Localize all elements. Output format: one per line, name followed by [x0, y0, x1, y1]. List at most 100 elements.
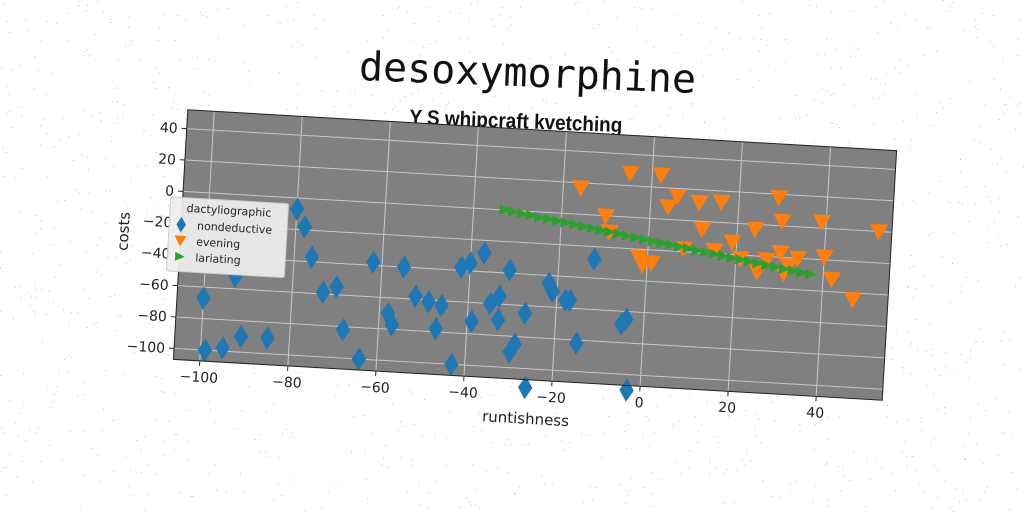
legend-label-nondeductive: nondeductive	[197, 220, 273, 237]
lariating-point	[569, 219, 581, 230]
y-grid-line	[175, 316, 885, 359]
nondeductive-point	[366, 250, 381, 274]
evening-point	[870, 223, 889, 241]
lariating-point	[621, 230, 633, 241]
nondeductive-point	[502, 258, 517, 282]
evening-point	[823, 271, 842, 289]
data-marks	[196, 165, 889, 402]
lariating-point	[604, 226, 616, 237]
lariating-point	[612, 228, 625, 239]
x-tick-label: −40	[448, 384, 478, 402]
lariating-point	[551, 215, 564, 226]
nondeductive-point	[335, 318, 351, 342]
legend-marker-lariating	[174, 251, 185, 261]
x-tick-label: −80	[272, 374, 302, 392]
lariating-point	[691, 244, 703, 256]
nondeductive-point	[315, 280, 331, 305]
axis-ticks: −100 −80 −60 −40 −20 0 20 40 40 20 0 −20 −40 −60 −80 −1…	[126, 120, 825, 422]
lariating-point	[708, 248, 721, 260]
nondeductive-point	[464, 309, 479, 334]
plot-group: −100 −80 −60 −40 −20 0 20 40 40 20 0 −20 −40 −60 −80 −1…	[114, 109, 898, 430]
legend-label-lariating: lariating	[195, 251, 241, 267]
nondeductive-point	[619, 307, 634, 332]
legend: dactyliographic nondeductiveeveninglaria…	[166, 196, 289, 278]
lariating-point	[726, 252, 738, 263]
x-tick-label: 20	[718, 400, 737, 417]
nondeductive-point	[260, 326, 275, 350]
evening-point	[770, 189, 789, 207]
y-tick-label: 40	[159, 120, 178, 137]
lariating-point	[778, 263, 791, 274]
nondeductive-point	[396, 255, 412, 279]
nondeductive-point	[477, 241, 492, 265]
nondeductive-point	[384, 312, 400, 337]
lariating-point	[665, 239, 677, 250]
nondeductive-point	[587, 247, 602, 271]
nondeductive-point	[545, 279, 560, 304]
legend-title: dactyliographic	[186, 202, 271, 220]
lariating-point	[595, 224, 607, 236]
evening-point	[789, 250, 808, 268]
lariating-point	[804, 268, 817, 280]
x-axis-label: runtishness	[482, 407, 570, 430]
y-grid-line	[183, 190, 892, 233]
evening-point	[652, 167, 671, 184]
nondeductive-point	[463, 251, 478, 275]
nondeductive-point	[562, 288, 578, 312]
nondeductive-point	[297, 215, 312, 239]
lariating-point	[717, 250, 729, 261]
lariating-point	[560, 217, 572, 228]
y-tick-label: 20	[158, 151, 177, 168]
nondeductive-point	[421, 289, 436, 314]
x-grid-line	[727, 141, 744, 392]
evening-point	[746, 221, 765, 239]
evening-point	[771, 244, 790, 262]
nondeductive-point	[304, 245, 319, 269]
nondeductive-point	[289, 197, 305, 221]
lariating-point	[499, 204, 511, 215]
evening-point	[723, 234, 742, 251]
y-grid-line	[186, 128, 896, 170]
lariating-point	[734, 254, 747, 265]
nondeductive-point	[351, 347, 367, 371]
nondeductive-point	[517, 301, 533, 326]
evening-point	[844, 291, 863, 309]
legend-marker-evening	[174, 235, 187, 247]
nondeductive-point	[196, 286, 211, 310]
lariating-point	[586, 222, 599, 234]
y-grid-line	[179, 253, 889, 296]
lariating-point	[796, 267, 808, 278]
lariating-point	[507, 206, 520, 217]
x-tick-label: −60	[360, 379, 390, 397]
x-grid-line	[287, 116, 303, 366]
nondeductive-point	[569, 331, 584, 355]
nondeductive-point	[444, 352, 459, 377]
nondeductive-point	[434, 293, 449, 318]
lariating-point	[516, 208, 529, 219]
nondeductive-point	[380, 301, 396, 326]
series-lariating	[499, 204, 817, 280]
y-tick-label: 0	[165, 183, 175, 199]
nondeductive-point	[215, 336, 230, 360]
evening-point	[572, 179, 591, 197]
lariating-point	[761, 259, 773, 271]
evening-point	[597, 208, 616, 225]
lariating-point	[638, 233, 651, 245]
lariating-point	[682, 243, 695, 254]
y-grid-line	[177, 285, 887, 327]
lariating-point	[787, 265, 799, 276]
nondeductive-point	[507, 332, 522, 357]
lariating-point	[752, 257, 764, 269]
evening-point	[815, 249, 834, 266]
y-tick-label: −80	[137, 308, 167, 326]
x-tick-label: −20	[536, 389, 566, 407]
lariating-point	[656, 237, 668, 249]
lariating-point	[542, 213, 555, 225]
x-tick-label: 40	[806, 405, 825, 422]
y-axis-label: costs	[114, 211, 134, 251]
evening-point	[621, 165, 640, 183]
nondeductive-point	[329, 275, 344, 299]
legend-label-evening: evening	[196, 235, 241, 251]
